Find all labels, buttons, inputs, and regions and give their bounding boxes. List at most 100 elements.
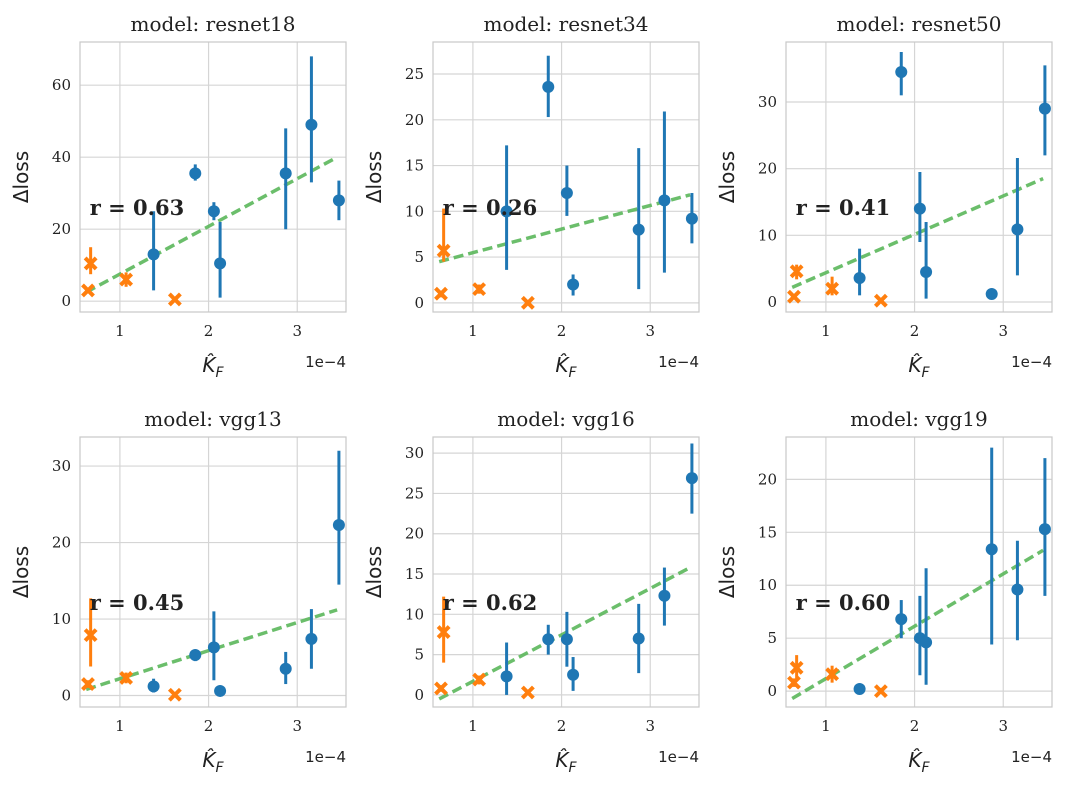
data-point: [895, 66, 908, 78]
x-tick-label: 2: [557, 322, 567, 340]
y-axis-label: Δloss: [715, 546, 739, 598]
data-point-x: [81, 677, 95, 691]
x-tick-label: 2: [910, 322, 920, 340]
chart-title: model: vgg19: [850, 407, 988, 431]
y-tick-label: 5: [414, 248, 424, 266]
y-tick-label: 15: [758, 523, 777, 541]
data-point-x: [434, 681, 448, 696]
data-point: [985, 543, 998, 556]
correlation-annotation: r = 0.62: [443, 590, 537, 615]
x-scale-label: 1e−4: [658, 748, 699, 766]
data-point: [214, 257, 227, 270]
plot-frame: [79, 41, 347, 313]
data-point: [920, 266, 933, 278]
x-tick-label: 3: [645, 322, 655, 340]
data-point-x: [167, 687, 182, 702]
data-point-x: [434, 286, 448, 301]
correlation-annotation: r = 0.60: [796, 590, 890, 615]
x-tick-label: 1: [468, 717, 478, 735]
x-tick-label: 3: [998, 717, 1008, 735]
data-point: [985, 288, 998, 300]
data-point: [332, 194, 345, 207]
x-tick-label: 1: [115, 717, 125, 735]
plot-frame: [432, 436, 700, 708]
data-point-x: [472, 282, 487, 297]
y-tick-label: 0: [414, 294, 424, 312]
y-tick-label: 30: [405, 444, 424, 462]
data-point: [1011, 223, 1024, 236]
x-scale-label: 1e−4: [1011, 748, 1052, 766]
y-tick-label: 0: [767, 682, 777, 700]
y-tick-label: 20: [52, 220, 71, 238]
correlation-annotation: r = 0.45: [90, 590, 184, 615]
data-point: [895, 613, 908, 626]
data-point: [147, 680, 160, 693]
y-tick-label: 25: [405, 484, 424, 502]
x-axis-label: K̂F: [908, 353, 930, 381]
y-tick-label: 0: [61, 292, 71, 310]
data-point: [685, 472, 698, 485]
y-tick-label: 10: [52, 610, 71, 628]
x-tick-label: 2: [204, 717, 214, 735]
chart-title: model: resnet34: [484, 12, 649, 36]
chart-title: model: vgg16: [497, 407, 635, 431]
data-point: [920, 636, 933, 649]
x-scale-label: 1e−4: [305, 748, 346, 766]
data-point: [913, 202, 926, 215]
y-tick-label: 40: [52, 148, 71, 166]
data-point-x: [520, 295, 535, 310]
data-point: [207, 205, 220, 218]
data-point: [207, 641, 220, 654]
data-point: [658, 194, 671, 207]
x-tick-label: 1: [821, 717, 831, 735]
x-axis-label: K̂F: [555, 748, 577, 776]
correlation-annotation: r = 0.26: [443, 195, 537, 220]
data-point-x: [119, 671, 134, 685]
y-tick-label: 0: [414, 686, 424, 704]
x-axis-label: K̂F: [202, 748, 224, 776]
chart-panel: 1 2 3 0 5 10 15 20 model: vgg19 1e−4 K̂F Δloss r = 0…: [715, 407, 1053, 776]
x-tick-label: 3: [292, 717, 302, 735]
y-tick-label: 30: [758, 93, 777, 111]
y-tick-label: 15: [405, 157, 424, 175]
data-point: [567, 668, 580, 681]
data-point: [542, 80, 555, 93]
fit-line: [85, 608, 338, 692]
data-point-x: [873, 684, 888, 699]
data-point-x: [472, 672, 487, 687]
data-point-x: [436, 625, 451, 639]
plot-frame: [432, 41, 700, 313]
y-tick-label: 20: [52, 534, 71, 552]
y-tick-label: 15: [405, 565, 424, 583]
data-point: [189, 167, 202, 180]
data-point: [147, 248, 160, 261]
data-point-x: [83, 628, 98, 643]
data-point-x: [436, 243, 451, 258]
data-point: [632, 632, 645, 645]
y-tick-label: 10: [405, 202, 424, 220]
x-tick-label: 3: [998, 322, 1008, 340]
plot-frame: [79, 436, 347, 708]
y-tick-label: 0: [61, 687, 71, 705]
data-point: [500, 670, 513, 683]
y-axis-label: Δloss: [362, 546, 386, 598]
x-scale-label: 1e−4: [305, 353, 346, 371]
data-point: [542, 633, 555, 646]
y-tick-label: 25: [405, 65, 424, 83]
data-point-x: [789, 660, 804, 675]
data-point: [1038, 523, 1051, 536]
data-point-x: [789, 264, 804, 279]
data-point-x: [787, 289, 801, 304]
x-tick-label: 3: [645, 717, 655, 735]
fit-line: [438, 193, 691, 264]
plot-frame: [785, 436, 1053, 708]
x-axis-label: K̂F: [555, 353, 577, 381]
y-axis-label: Δloss: [715, 151, 739, 203]
y-tick-label: 5: [767, 629, 777, 647]
x-axis-label: K̂F: [908, 748, 930, 776]
y-tick-label: 10: [758, 226, 777, 244]
data-point: [214, 684, 227, 697]
